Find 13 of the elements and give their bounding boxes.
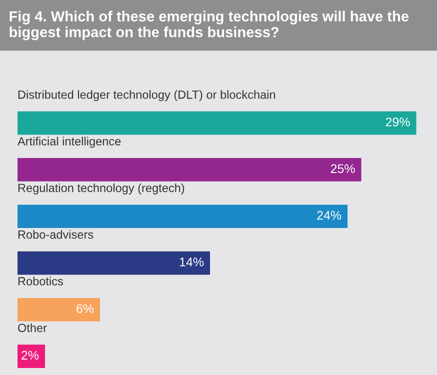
data-label: 2% [22, 350, 39, 360]
y-tick-label: Other [18, 323, 47, 332]
chart-title: Fig 4. Which of these emerging technologies will have the biggest impact on the funds business? [10, 10, 409, 40]
data-label: 14% [180, 258, 204, 266]
y-tick-label: Distributed ledger technology (DLT) or blockchain [18, 90, 276, 102]
y-tick-label: Robotics [18, 276, 63, 286]
y-tick-label: Robo-advisers [18, 230, 94, 239]
data-label: 29% [386, 118, 410, 126]
data-label: 24% [317, 210, 342, 220]
data-label: 6% [76, 304, 94, 314]
y-tick-label: Artificial intelligence [18, 136, 121, 148]
data-label: 25% [330, 164, 355, 174]
y-tick-label: Regulation technology (regtech) [18, 183, 184, 194]
